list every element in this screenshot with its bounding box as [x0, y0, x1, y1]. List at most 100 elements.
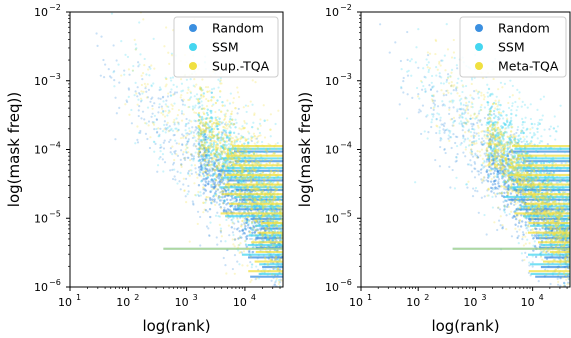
data-point [540, 236, 543, 239]
data-point [201, 166, 204, 170]
data-point [194, 151, 197, 154]
data-point [496, 192, 500, 195]
data-point [494, 157, 497, 161]
data-point [218, 153, 221, 156]
data-point [184, 148, 187, 151]
data-point [203, 170, 207, 174]
data-point [563, 284, 566, 287]
data-point [532, 244, 535, 247]
data-point [193, 119, 196, 122]
data-point [252, 152, 256, 156]
data-point [187, 184, 190, 188]
data-point [481, 143, 484, 146]
data-point [489, 180, 493, 183]
data-point [507, 188, 510, 191]
data-point [539, 139, 542, 143]
data-point [269, 257, 272, 260]
data-point [531, 255, 534, 258]
data-point [197, 152, 200, 155]
data-point [215, 201, 218, 204]
data-point [210, 128, 214, 131]
data-point [268, 171, 271, 174]
data-point [219, 179, 222, 183]
data-point [202, 107, 205, 110]
data-point [200, 175, 203, 178]
data-point [185, 144, 188, 147]
data-point [496, 228, 499, 232]
data-point [506, 162, 509, 165]
data-point [406, 74, 410, 77]
data-point [203, 178, 206, 181]
data-point [243, 181, 246, 184]
data-point [250, 135, 253, 138]
data-point [213, 162, 216, 166]
data-point [256, 162, 259, 165]
data-point [223, 163, 226, 166]
data-point [440, 76, 443, 79]
data-point [486, 95, 490, 98]
data-point [275, 218, 278, 221]
data-point [280, 254, 283, 257]
data-point [494, 166, 497, 169]
data-point [164, 110, 167, 113]
data-point [174, 139, 177, 142]
data-point [216, 99, 219, 102]
data-point [267, 186, 270, 189]
data-point [517, 242, 520, 245]
y-tick-label: 10 [34, 144, 48, 157]
data-point [497, 159, 500, 162]
data-point [179, 158, 182, 161]
data-point [549, 134, 552, 138]
data-point [199, 161, 202, 165]
data-point [240, 160, 243, 163]
data-point [198, 140, 201, 143]
data-point [497, 118, 500, 121]
data-point [463, 109, 467, 112]
data-point [431, 86, 434, 90]
data-point [212, 87, 216, 90]
data-point [491, 148, 494, 152]
data-point [183, 189, 186, 192]
data-point [216, 164, 219, 168]
data-point [177, 129, 180, 132]
data-point [211, 183, 214, 186]
data-point [259, 195, 263, 199]
data-point [555, 200, 558, 203]
data-point [490, 134, 493, 137]
data-point [208, 147, 212, 150]
legend-marker [189, 24, 197, 32]
data-point [505, 199, 508, 203]
data-point [242, 231, 246, 235]
data-point [279, 229, 282, 233]
data-point [166, 114, 169, 117]
data-point [502, 175, 505, 178]
data-point [467, 129, 470, 132]
data-point [193, 142, 196, 145]
data-point [246, 187, 249, 190]
data-point [229, 151, 232, 154]
data-point [222, 137, 225, 140]
data-point [256, 141, 259, 144]
data-point [229, 135, 232, 138]
data-point [486, 180, 490, 183]
data-point [158, 135, 161, 138]
data-point [439, 119, 442, 122]
data-point [173, 118, 176, 121]
data-point [218, 191, 221, 194]
data-point [468, 100, 471, 103]
data-point [546, 143, 549, 146]
data-point [252, 228, 255, 231]
data-point [515, 158, 518, 161]
data-point [562, 255, 565, 258]
data-point [496, 135, 500, 138]
data-point [202, 117, 205, 120]
data-point [197, 184, 201, 187]
data-point [233, 141, 236, 144]
data-point [519, 190, 523, 194]
data-point [214, 118, 218, 122]
data-point [216, 132, 220, 136]
data-point [241, 136, 244, 139]
data-point [510, 109, 513, 112]
data-point [243, 142, 246, 145]
data-point [248, 176, 251, 179]
